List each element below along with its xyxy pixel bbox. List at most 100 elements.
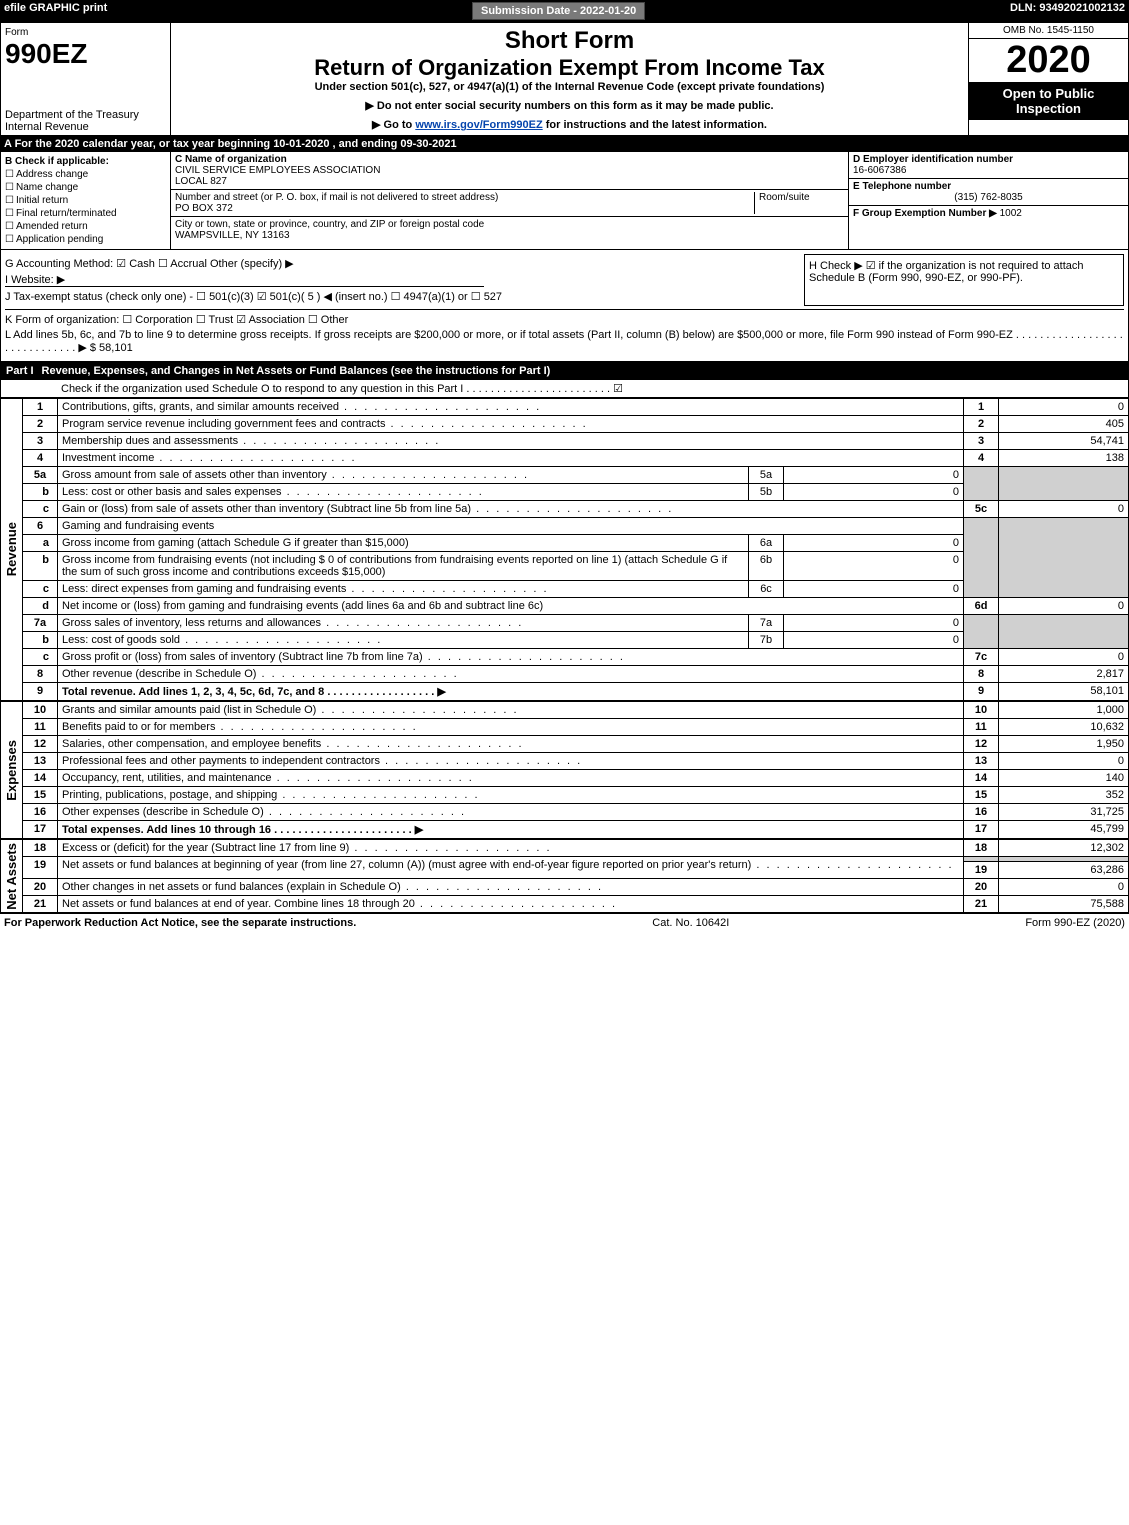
outval-10: 1,000: [999, 702, 1129, 719]
ln-6: 6: [23, 518, 58, 535]
ln-21: 21: [23, 896, 58, 913]
revenue-side-label: Revenue: [0, 398, 22, 701]
midln-7a: 7a: [749, 615, 784, 632]
footer-left: For Paperwork Reduction Act Notice, see …: [4, 917, 356, 929]
desc-9: Total revenue. Add lines 1, 2, 3, 4, 5c,…: [62, 686, 446, 698]
group-label: F Group Exemption Number ▶: [853, 208, 997, 219]
outln-19: 19: [964, 862, 999, 879]
desc-17: Total expenses. Add lines 10 through 16 …: [62, 824, 423, 836]
shade-6: [964, 518, 999, 598]
ein-value: 16-6067386: [853, 165, 906, 176]
street-value: PO BOX 372: [175, 203, 233, 214]
ln-6b: b: [23, 552, 58, 581]
check-amended[interactable]: Amended return: [5, 221, 166, 232]
footer-mid: Cat. No. 10642I: [652, 917, 729, 929]
ln-16: 16: [23, 804, 58, 821]
outval-15: 352: [999, 787, 1129, 804]
tel-label: E Telephone number: [853, 181, 951, 192]
check-final[interactable]: Final return/terminated: [5, 208, 166, 219]
part-i-header: Part I Revenue, Expenses, and Changes in…: [0, 362, 1129, 380]
box-b-title: B Check if applicable:: [5, 156, 166, 167]
outval-20: 0: [999, 879, 1129, 896]
short-form-title: Short Form: [179, 27, 960, 55]
efile-header-bar: efile GRAPHIC print Submission Date - 20…: [0, 0, 1129, 22]
outval-12: 1,950: [999, 736, 1129, 753]
ln-5c: c: [23, 501, 58, 518]
netassets-side-label: Net Assets: [0, 839, 22, 913]
desc-16: Other expenses (describe in Schedule O): [62, 806, 466, 818]
street-label: Number and street (or P. O. box, if mail…: [175, 192, 498, 203]
year-column: OMB No. 1545-1150 2020 Open to Public In…: [968, 23, 1128, 135]
ln-19: 19: [23, 857, 58, 879]
part-i-check: Check if the organization used Schedule …: [0, 380, 1129, 398]
ln-6a: a: [23, 535, 58, 552]
dln-label: DLN: 93492021002132: [1010, 2, 1125, 20]
revenue-section: Revenue 1Contributions, gifts, grants, a…: [0, 398, 1129, 701]
check-address[interactable]: Address change: [5, 169, 166, 180]
ln-11: 11: [23, 719, 58, 736]
desc-21: Net assets or fund balances at end of ye…: [62, 898, 617, 910]
midln-5a: 5a: [749, 467, 784, 484]
ln-1: 1: [23, 399, 58, 416]
outln-18: 18: [964, 840, 999, 857]
outln-7c: 7c: [964, 649, 999, 666]
row-h: H Check ▶ ☑ if the organization is not r…: [809, 259, 1119, 284]
ln-8: 8: [23, 666, 58, 683]
check-initial[interactable]: Initial return: [5, 195, 166, 206]
outln-16: 16: [964, 804, 999, 821]
submission-date-button[interactable]: Submission Date - 2022-01-20: [472, 2, 645, 20]
shadeval-7ab: [999, 615, 1129, 649]
note-ssn: ▶ Do not enter social security numbers o…: [179, 99, 960, 112]
row-i: I Website: ▶: [5, 273, 484, 287]
expenses-side-label: Expenses: [0, 701, 22, 839]
form-number: 990EZ: [5, 38, 166, 70]
outval-5c: 0: [999, 501, 1129, 518]
midln-7b: 7b: [749, 632, 784, 649]
revenue-table: 1Contributions, gifts, grants, and simil…: [22, 398, 1129, 701]
ein-label: D Employer identification number: [853, 154, 1013, 165]
outln-3: 3: [964, 433, 999, 450]
desc-7b: Less: cost of goods sold: [62, 634, 382, 646]
outln-10: 10: [964, 702, 999, 719]
outln-9: 9: [964, 683, 999, 701]
outln-1: 1: [964, 399, 999, 416]
check-name[interactable]: Name change: [5, 182, 166, 193]
org-name-value: CIVIL SERVICE EMPLOYEES ASSOCIATION LOCA…: [175, 165, 380, 187]
efile-label: efile GRAPHIC print: [4, 2, 107, 20]
group-value: 1002: [1000, 208, 1022, 219]
ln-18: 18: [23, 840, 58, 857]
footer-right: Form 990-EZ (2020): [1025, 917, 1125, 929]
expenses-table: 10 Grants and similar amounts paid (list …: [22, 701, 1129, 839]
section-b-c-d: B Check if applicable: Address change Na…: [0, 152, 1129, 250]
outln-13: 13: [964, 753, 999, 770]
desc-15: Printing, publications, postage, and shi…: [62, 789, 480, 801]
desc-6a: Gross income from gaming (attach Schedul…: [62, 537, 409, 549]
row-l: L Add lines 5b, 6c, and 7b to line 9 to …: [5, 329, 1124, 354]
ln-2: 2: [23, 416, 58, 433]
form-header-box: Form 990EZ Department of the Treasury In…: [0, 22, 1129, 136]
goto-post: for instructions and the latest informat…: [543, 119, 767, 131]
desc-5c: Gain or (loss) from sale of assets other…: [62, 503, 673, 515]
outval-1: 0: [999, 399, 1129, 416]
shadeval-5ab: [999, 467, 1129, 501]
note-goto: ▶ Go to www.irs.gov/Form990EZ for instru…: [179, 118, 960, 131]
irs-link[interactable]: www.irs.gov/Form990EZ: [415, 119, 542, 131]
check-pending[interactable]: Application pending: [5, 234, 166, 245]
outln-21: 21: [964, 896, 999, 913]
shadeval-6: [999, 518, 1129, 598]
ln-7c: c: [23, 649, 58, 666]
desc-7a: Gross sales of inventory, less returns a…: [62, 617, 523, 629]
row-g: G Accounting Method: ☑ Cash ☐ Accrual Ot…: [5, 257, 804, 270]
desc-8: Other revenue (describe in Schedule O): [62, 668, 459, 680]
outln-6d: 6d: [964, 598, 999, 615]
tel-value: (315) 762-8035: [853, 192, 1124, 203]
outval-18: 12,302: [999, 840, 1129, 857]
desc-20: Other changes in net assets or fund bala…: [62, 881, 603, 893]
title-column: Short Form Return of Organization Exempt…: [171, 23, 968, 135]
outln-20: 20: [964, 879, 999, 896]
tax-year: 2020: [969, 39, 1128, 82]
desc-10: Grants and similar amounts paid (list in…: [62, 704, 519, 716]
midln-6b: 6b: [749, 552, 784, 581]
outval-7c: 0: [999, 649, 1129, 666]
ln-7b: b: [23, 632, 58, 649]
